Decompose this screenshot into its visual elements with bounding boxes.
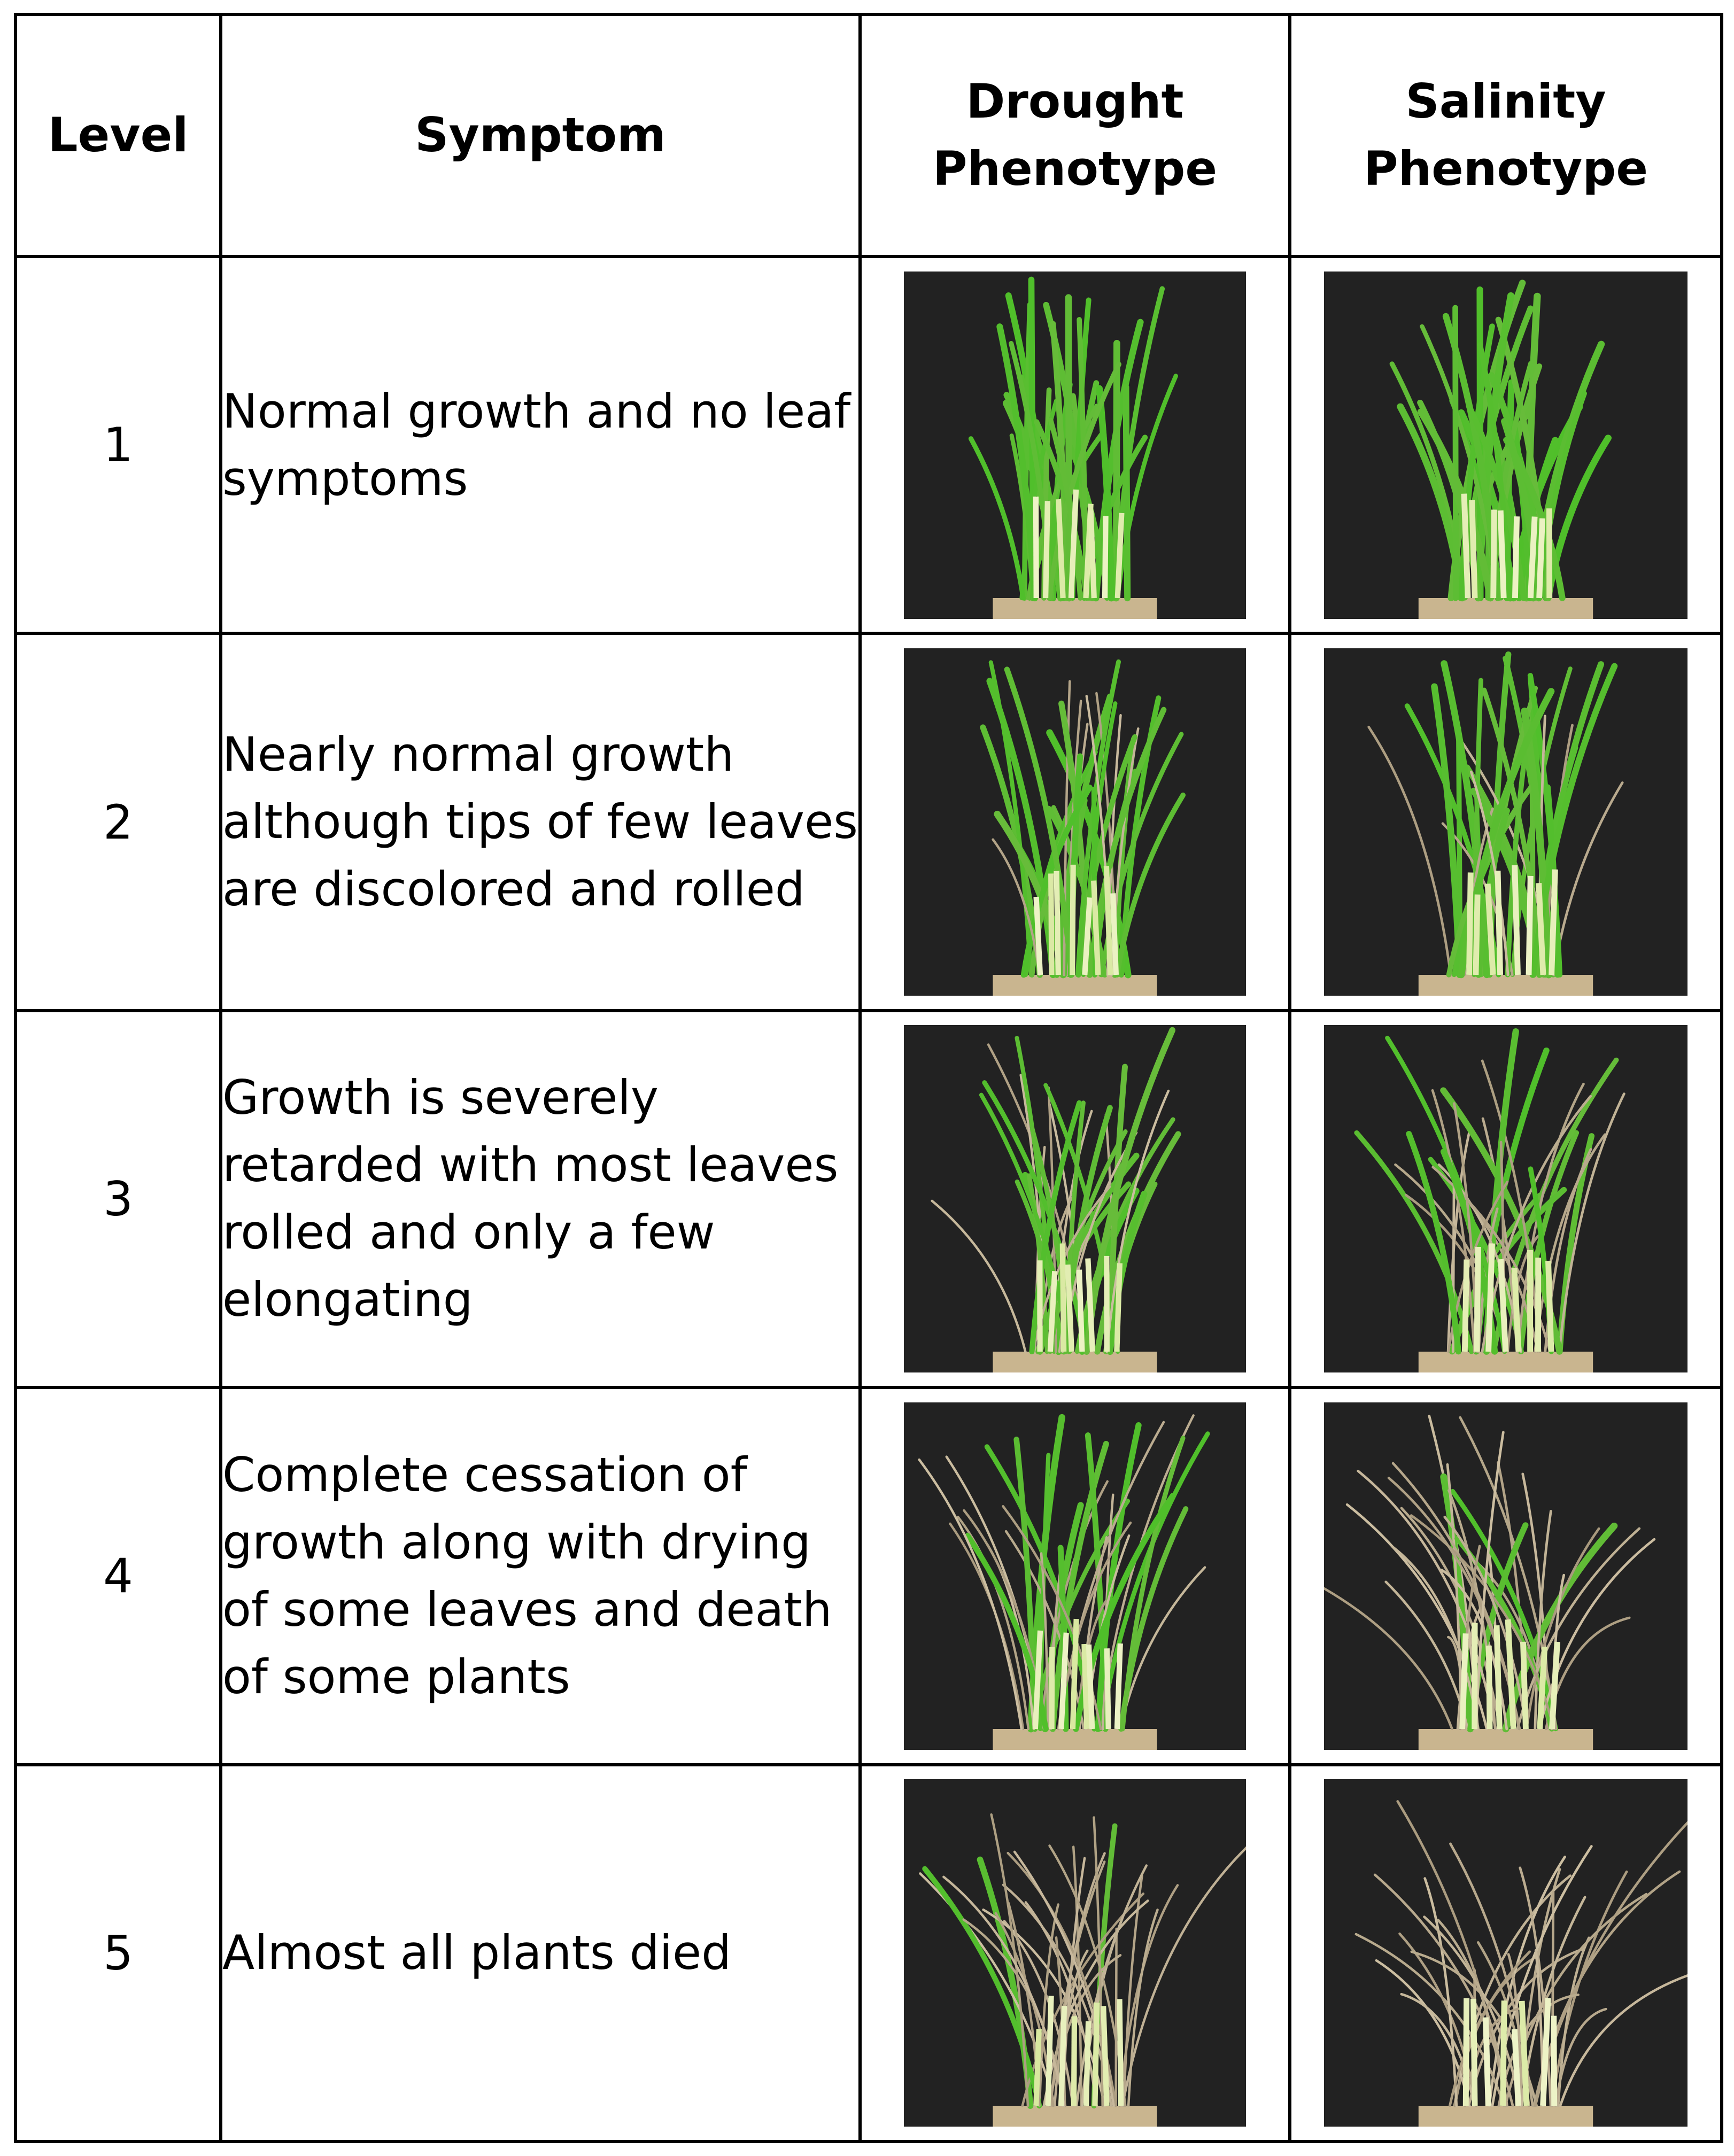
drought-photo-cell bbox=[858, 1009, 1291, 1390]
header-salinity-phenotype: Salinity Phenotype bbox=[1288, 13, 1723, 258]
level-cell: 1 bbox=[14, 254, 222, 635]
table-row: 5 Almost all plants died bbox=[14, 1763, 1723, 2144]
salinity-photo-cell bbox=[1288, 1386, 1723, 1766]
level-cell: 2 bbox=[14, 632, 222, 1012]
level-cell: 3 bbox=[14, 1009, 222, 1390]
salinity-photo-cell bbox=[1288, 632, 1723, 1012]
salinity-photo-cell bbox=[1288, 1009, 1723, 1390]
symptom-cell: Almost all plants died bbox=[219, 1763, 862, 2144]
drought-photo-cell bbox=[858, 254, 1291, 635]
salinity-plant-photo bbox=[1324, 1779, 1687, 2127]
symptom-cell: Complete cessation of growth along with … bbox=[219, 1386, 862, 1766]
level-cell: 5 bbox=[14, 1763, 222, 2144]
drought-plant-photo bbox=[904, 648, 1246, 996]
header-symptom: Symptom bbox=[219, 13, 862, 258]
table-row: 2 Nearly normal growth although tips of … bbox=[14, 632, 1723, 1012]
drought-photo-cell bbox=[858, 1763, 1291, 2144]
salinity-photo-cell bbox=[1288, 254, 1723, 635]
salinity-plant-photo bbox=[1324, 648, 1687, 996]
drought-plant-photo bbox=[904, 1402, 1246, 1750]
table-row: 4 Complete cessation of growth along wit… bbox=[14, 1386, 1723, 1766]
salinity-plant-photo bbox=[1324, 1402, 1687, 1750]
salinity-plant-photo bbox=[1324, 1025, 1687, 1373]
symptom-cell: Normal growth and no leaf symptoms bbox=[219, 254, 862, 635]
drought-plant-photo bbox=[904, 271, 1246, 619]
drought-photo-cell bbox=[858, 1386, 1291, 1766]
symptom-cell: Growth is severely retarded with most le… bbox=[219, 1009, 862, 1390]
symptom-cell: Nearly normal growth although tips of fe… bbox=[219, 632, 862, 1012]
drought-plant-photo bbox=[904, 1025, 1246, 1373]
header-row: Level Symptom Drought Phenotype Salinity… bbox=[14, 13, 1723, 258]
table-row: 1 Normal growth and no leaf symptoms bbox=[14, 254, 1723, 635]
stress-scoring-table: Level Symptom Drought Phenotype Salinity… bbox=[14, 13, 1723, 2144]
drought-plant-photo bbox=[904, 1779, 1246, 2127]
level-cell: 4 bbox=[14, 1386, 222, 1766]
header-level: Level bbox=[14, 13, 222, 258]
drought-photo-cell bbox=[858, 632, 1291, 1012]
salinity-photo-cell bbox=[1288, 1763, 1723, 2144]
table-row: 3 Growth is severely retarded with most … bbox=[14, 1009, 1723, 1390]
salinity-plant-photo bbox=[1324, 271, 1687, 619]
header-drought-phenotype: Drought Phenotype bbox=[858, 13, 1291, 258]
